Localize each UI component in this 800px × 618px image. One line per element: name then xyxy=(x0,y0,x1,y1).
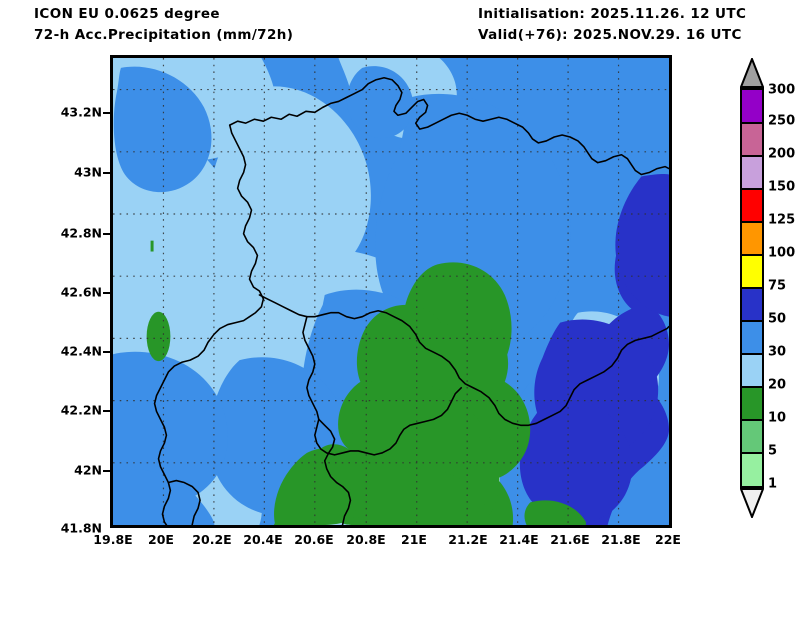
x-tick-label: 22E xyxy=(655,532,681,547)
colorbar-tick-label: 150 xyxy=(768,179,796,195)
x-tick-label: 20.8E xyxy=(346,532,386,547)
colorbar-separator xyxy=(742,353,762,355)
x-tick-label: 21.4E xyxy=(499,532,539,547)
y-tick-label: 42N xyxy=(74,462,102,478)
valid-time: Valid(+76): 2025.NOV.29. 16 UTC xyxy=(478,27,742,43)
colorbar-separator xyxy=(742,287,762,289)
y-tick-mark xyxy=(103,351,110,353)
colorbar-tick-label: 50 xyxy=(768,311,787,327)
colorbar-band-100-125 xyxy=(742,222,762,255)
x-tick-label: 21.8E xyxy=(601,532,641,547)
colorbar-tick-label: 10 xyxy=(768,410,787,426)
x-tick-label: 20.4E xyxy=(243,532,283,547)
colorbar-band-10-20 xyxy=(742,387,762,420)
y-tick-mark xyxy=(103,470,110,472)
y-tick-label: 43.2N xyxy=(60,104,102,120)
colorbar-tick-label: 200 xyxy=(768,146,796,162)
y-tick-label: 42.2N xyxy=(60,402,102,418)
y-tick-mark xyxy=(103,292,110,294)
colorbar-band-20-30 xyxy=(742,354,762,387)
x-tick-label: 19.8E xyxy=(93,532,133,547)
colorbar-tick-label: 75 xyxy=(768,278,787,294)
y-tick-label: 43N xyxy=(74,164,102,180)
y-tick-label: 42.8N xyxy=(60,225,102,241)
map-canvas xyxy=(113,58,669,525)
initialisation-time: Initialisation: 2025.11.26. 12 UTC xyxy=(478,6,747,22)
colorbar-separator xyxy=(742,188,762,190)
colorbar-tick-label: 250 xyxy=(768,113,796,129)
colorbar-band-1-5 xyxy=(742,453,762,486)
colorbar-tick-label: 30 xyxy=(768,344,787,360)
country-borders xyxy=(153,76,669,525)
x-tick-label: 21E xyxy=(401,532,427,547)
y-tick-mark xyxy=(103,233,110,235)
colorbar-band-5-10 xyxy=(742,420,762,453)
colorbar-overflow-arrow-icon xyxy=(740,58,764,88)
colorbar-separator xyxy=(742,452,762,454)
colorbar-underflow-arrow-icon xyxy=(740,488,764,518)
colorbar-band-250-300 xyxy=(742,90,762,123)
precipitation-map xyxy=(110,55,672,528)
colorbar-separator xyxy=(742,122,762,124)
colorbar-separator xyxy=(742,386,762,388)
colorbar-body xyxy=(740,88,764,488)
colorbar-band-150-200 xyxy=(742,156,762,189)
colorbar: 300 250 200 150 125 100 75 50 30 20 10 5… xyxy=(740,58,795,518)
y-tick-label: 42.4N xyxy=(60,343,102,359)
colorbar-separator xyxy=(742,254,762,256)
colorbar-band-30-50 xyxy=(742,321,762,354)
x-tick-label: 21.2E xyxy=(448,532,488,547)
colorbar-tick-label: 300 xyxy=(768,82,796,98)
colorbar-separator xyxy=(742,320,762,322)
colorbar-tick-label: 125 xyxy=(768,212,796,228)
colorbar-band-50-75 xyxy=(742,288,762,321)
y-tick-mark xyxy=(103,172,110,174)
y-tick-label: 42.6N xyxy=(60,284,102,300)
x-tick-label: 20E xyxy=(148,532,174,547)
band-50-75 xyxy=(519,174,669,525)
colorbar-separator xyxy=(742,155,762,157)
model-title: ICON EU 0.0625 degree xyxy=(34,6,220,22)
y-tick-label: 41.8N xyxy=(60,520,102,536)
colorbar-tick-label: 5 xyxy=(768,443,778,459)
colorbar-band-125-150 xyxy=(742,189,762,222)
x-tick-label: 20.6E xyxy=(294,532,334,547)
colorbar-separator xyxy=(742,419,762,421)
x-tick-label: 20.2E xyxy=(192,532,232,547)
y-tick-mark xyxy=(103,410,110,412)
colorbar-tick-label: 1 xyxy=(768,476,778,492)
band-10-20 xyxy=(146,240,586,525)
field-title: 72-h Acc.Precipitation (mm/72h) xyxy=(34,27,294,43)
colorbar-band-200-250 xyxy=(742,123,762,156)
colorbar-tick-label: 20 xyxy=(768,377,787,393)
y-tick-mark xyxy=(103,112,110,114)
colorbar-separator xyxy=(742,221,762,223)
x-tick-label: 21.6E xyxy=(550,532,590,547)
colorbar-tick-label: 100 xyxy=(768,245,796,261)
colorbar-band-75-100 xyxy=(742,255,762,288)
